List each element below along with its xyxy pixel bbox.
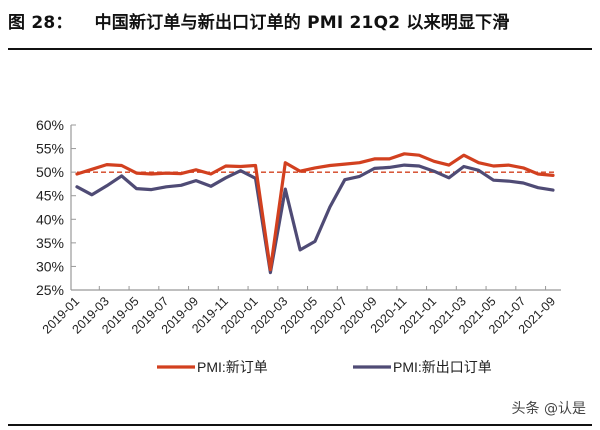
bottom-divider xyxy=(8,424,592,426)
figure-title-text: 中国新订单与新出口订单的 PMI 21Q2 以来明显下滑 xyxy=(94,13,510,33)
y-tick-label: 60% xyxy=(36,117,64,133)
y-tick-label: 35% xyxy=(36,235,64,251)
legend-label: PMI:新出口订单 xyxy=(393,359,492,375)
figure-number: 图 28： xyxy=(8,13,73,33)
watermark: 头条 @认是 xyxy=(511,401,586,417)
figure-title: 图 28： 中国新订单与新出口订单的 PMI 21Q2 以来明显下滑 xyxy=(8,8,510,33)
y-tick-label: 30% xyxy=(36,258,64,274)
title-divider xyxy=(8,48,592,50)
legend-item-new-export-orders: PMI:新出口订单 xyxy=(353,359,492,375)
series-new-orders xyxy=(75,152,555,272)
y-tick-label: 25% xyxy=(36,282,64,298)
y-tick-label: 50% xyxy=(36,164,64,180)
series-new-export-orders xyxy=(75,163,555,275)
legend-label: PMI:新订单 xyxy=(197,359,268,375)
legend-item-new-orders: PMI:新订单 xyxy=(157,359,268,375)
y-tick-label: 40% xyxy=(36,211,64,227)
y-tick-label: 45% xyxy=(36,188,64,204)
y-tick-label: 55% xyxy=(36,141,64,157)
